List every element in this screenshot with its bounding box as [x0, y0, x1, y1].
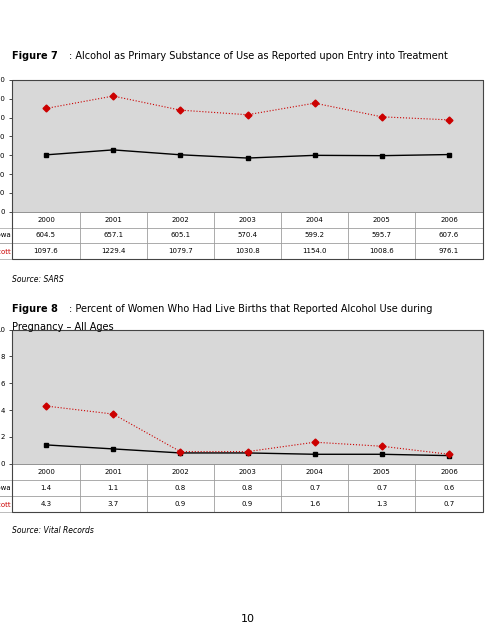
Text: 10: 10 [241, 614, 254, 624]
Text: Figure 7: Figure 7 [12, 51, 58, 61]
Text: Pregnancy – All Ages: Pregnancy – All Ages [12, 321, 114, 332]
Text: Figure 8: Figure 8 [12, 303, 58, 314]
X-axis label: Year: Year [240, 231, 255, 240]
Text: Source: Vital Records: Source: Vital Records [12, 526, 94, 535]
Text: Source: SARS: Source: SARS [12, 275, 64, 284]
Text: : Percent of Women Who Had Live Births that Reported Alcohol Use during: : Percent of Women Who Had Live Births t… [69, 303, 433, 314]
Text: : Alcohol as Primary Substance of Use as Reported upon Entry into Treatment: : Alcohol as Primary Substance of Use as… [69, 51, 448, 61]
